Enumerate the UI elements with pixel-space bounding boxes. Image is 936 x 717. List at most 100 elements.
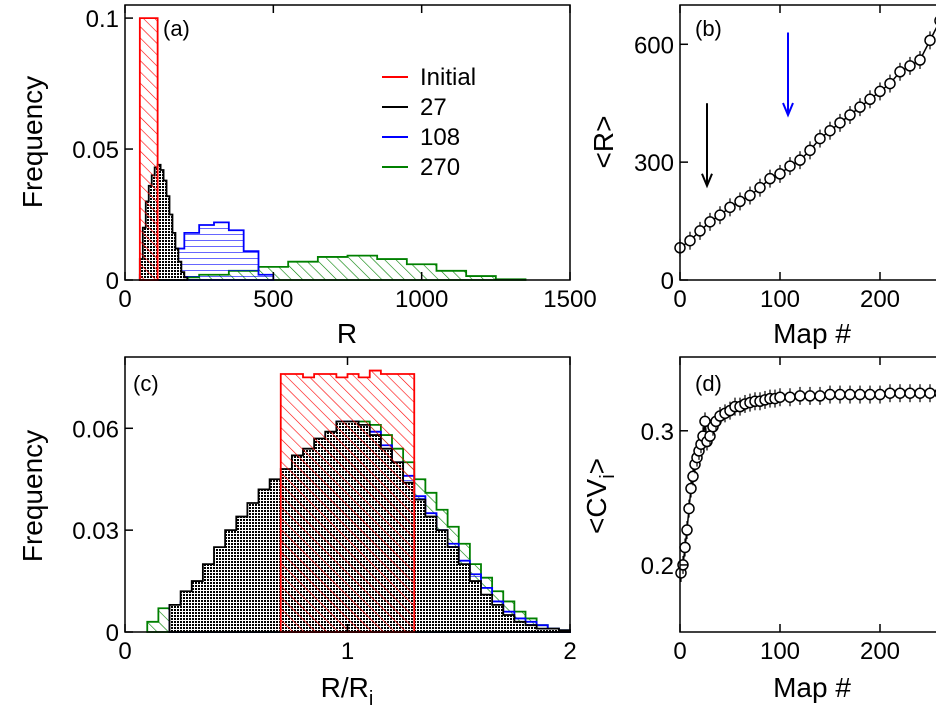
panel-d-frame: [679, 356, 936, 633]
data-point: [724, 201, 736, 214]
panel-b-ylabel: <R>: [588, 116, 619, 169]
panel-c-ticks: 0 1 2 0 0.03 0.06: [72, 357, 577, 665]
data-point: [894, 66, 906, 78]
data-point: [894, 387, 906, 399]
data-point: [814, 132, 826, 145]
x-tick-label: 200: [860, 286, 900, 313]
data-point: [683, 502, 695, 515]
panel-c-label: (c): [133, 371, 159, 396]
panel-a: 0 500 1000 1500 0 0.05 0.1 (a) R Frequency Ini…: [17, 4, 597, 349]
x-tick-label: 0: [118, 638, 131, 665]
panel-d-xlabel: Map #: [773, 672, 851, 703]
data-point: [854, 388, 866, 401]
y-tick-label: 0: [106, 620, 119, 647]
panel-c-xlabel-main: R/R: [321, 672, 369, 703]
data-point: [794, 154, 806, 166]
panel-d-label: (d): [695, 371, 722, 396]
panel-a-frame: [124, 4, 571, 281]
histogram-series-Initial: [138, 17, 159, 281]
y-tick-label: 300: [634, 150, 674, 177]
y-tick-label: 0.3: [641, 419, 674, 446]
legend-label-initial: Initial: [420, 64, 476, 91]
data-point: [764, 172, 776, 185]
data-point: [854, 101, 866, 113]
x-tick-label: 200: [860, 638, 900, 665]
data-point: [924, 387, 936, 399]
y-tick-label: 0.05: [72, 137, 119, 164]
panel-c-xlabel: R/Ri: [321, 672, 374, 710]
data-point: [884, 77, 896, 90]
panel-d-ticks: 0 100 200 0.2 0.3: [641, 357, 900, 665]
histogram-series-Initial: [279, 369, 416, 633]
data-point: [774, 168, 786, 180]
data-point: [914, 387, 926, 399]
legend-label-108: 108: [420, 124, 460, 151]
panel-c-xlabel-sub: i: [369, 688, 373, 710]
x-tick-label: 0: [673, 638, 686, 665]
x-tick-label: 0: [673, 286, 686, 313]
data-point: [834, 117, 846, 129]
data-point: [924, 34, 936, 47]
panel-d-ylabel: <CVi>: [581, 458, 619, 534]
x-tick-label: 100: [760, 638, 800, 665]
data-point: [874, 388, 886, 401]
y-tick-label: 0: [661, 268, 674, 295]
data-point: [684, 234, 696, 247]
panel-a-ticks: 0 500 1000 1500 0 0.05 0.1: [72, 5, 597, 313]
y-tick-label: 0.1: [86, 6, 119, 33]
arrow-head: [701, 173, 713, 189]
data-point: [681, 524, 693, 536]
panel-a-xlabel: R: [337, 318, 357, 349]
x-tick-label: 1000: [395, 286, 448, 313]
panel-d-ylabel-end: >: [581, 458, 612, 474]
y-tick-label: 600: [634, 32, 674, 59]
data-point: [784, 391, 796, 403]
panel-b-label: (b): [695, 16, 722, 41]
panel-b-frame: [679, 4, 936, 281]
data-point: [794, 390, 806, 402]
panel-b-ticks: 0 100 200 0 300 600: [634, 5, 900, 313]
panel-b-xlabel: Map #: [773, 318, 851, 349]
data-point: [824, 388, 836, 401]
x-tick-label: 1500: [543, 286, 596, 313]
panel-c-marks: [146, 369, 571, 633]
data-point: [734, 195, 746, 208]
data-point: [704, 216, 716, 228]
panel-d-marks: [675, 384, 936, 582]
x-tick-label: 1: [341, 638, 354, 665]
data-point: [774, 391, 786, 403]
series-line: [679, 26, 936, 249]
data-point: [754, 181, 766, 194]
data-point: [694, 225, 706, 237]
panel-d-ylabel-sub: i: [597, 474, 619, 478]
data-point: [685, 482, 697, 495]
data-point: [804, 144, 816, 157]
data-point: [864, 388, 876, 401]
y-tick-label: 0.06: [72, 416, 119, 443]
panel-a-ylabel: Frequency: [17, 76, 48, 208]
panel-a-marks: [138, 17, 527, 281]
x-tick-label: 0: [118, 286, 131, 313]
data-point: [679, 541, 691, 554]
data-point: [804, 390, 816, 402]
data-point: [814, 390, 826, 402]
legend-label-27: 27: [420, 94, 447, 121]
x-tick-label: 2: [563, 638, 576, 665]
panel-b: 0 100 200 0 300 600 (b) Map # <R>: [588, 4, 936, 349]
y-tick-label: 0.2: [641, 553, 674, 580]
panel-d: 0 100 200 0.2 0.3 (d) Map # <CVi>: [581, 356, 936, 703]
panel-d-ylabel-main: <CV: [581, 478, 612, 534]
data-point: [874, 85, 886, 98]
y-tick-label: 0.03: [72, 518, 119, 545]
data-point: [834, 388, 846, 401]
data-point: [844, 388, 856, 401]
panel-c: 0 1 2 0 0.03 0.06 (c) R/Ri Frequency: [17, 356, 577, 710]
panel-a-label: (a): [163, 16, 190, 41]
data-point: [914, 54, 926, 66]
arrow-head: [782, 102, 794, 118]
data-point: [714, 209, 726, 221]
data-point: [904, 60, 916, 72]
x-tick-label: 100: [760, 286, 800, 313]
data-point: [824, 124, 836, 137]
